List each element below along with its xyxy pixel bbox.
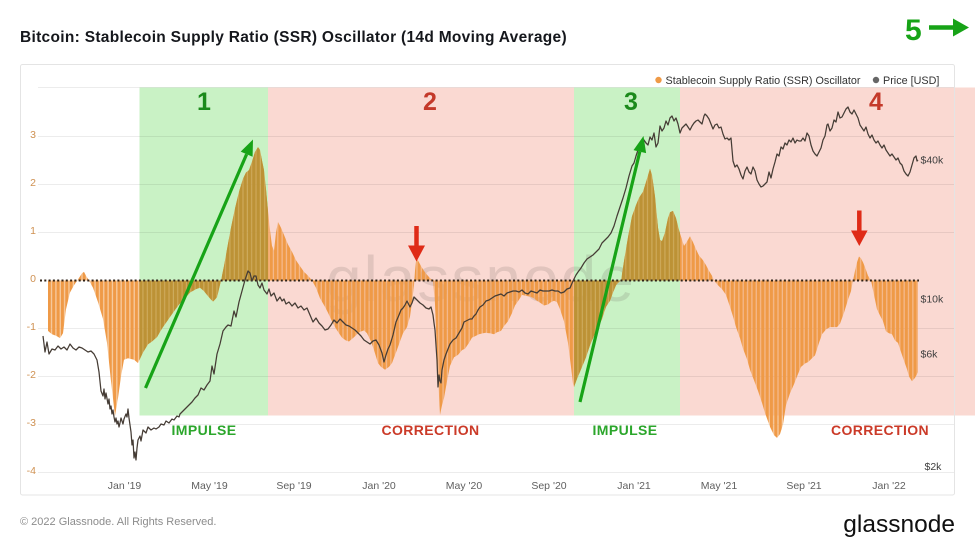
svg-text:Bitcoin: Stablecoin Supply Rat: Bitcoin: Stablecoin Supply Ratio (SSR) O…: [20, 29, 567, 46]
svg-text:1: 1: [197, 88, 211, 116]
svg-text:IMPULSE: IMPULSE: [171, 422, 236, 438]
svg-text:-3: -3: [27, 417, 36, 429]
svg-text:2: 2: [423, 88, 437, 116]
svg-text:glassnode: glassnode: [843, 511, 955, 538]
svg-text:Stablecoin Supply Ratio (SSR): Stablecoin Supply Ratio (SSR) Oscillator: [666, 75, 861, 87]
svg-text:CORRECTION: CORRECTION: [831, 422, 929, 438]
svg-text:Sep '19: Sep '19: [276, 480, 311, 492]
svg-text:-1: -1: [27, 321, 36, 333]
svg-text:IMPULSE: IMPULSE: [592, 422, 657, 438]
svg-text:Sep '21: Sep '21: [786, 480, 821, 492]
svg-text:-4: -4: [27, 465, 36, 477]
svg-text:May '20: May '20: [446, 480, 483, 492]
svg-text:Jan '20: Jan '20: [362, 480, 396, 492]
svg-text:$10k: $10k: [921, 294, 945, 306]
svg-text:May '19: May '19: [191, 480, 228, 492]
svg-text:$40k: $40k: [921, 155, 945, 167]
svg-text:-2: -2: [27, 369, 36, 381]
svg-text:5: 5: [905, 14, 922, 47]
svg-text:4: 4: [869, 88, 883, 116]
svg-text:0: 0: [30, 273, 36, 285]
svg-text:May '21: May '21: [701, 480, 738, 492]
svg-text:Jan '22: Jan '22: [872, 480, 906, 492]
svg-text:CORRECTION: CORRECTION: [381, 422, 479, 438]
svg-text:© 2022 Glassnode. All Rights R: © 2022 Glassnode. All Rights Reserved.: [20, 516, 216, 528]
svg-text:3: 3: [30, 129, 36, 141]
svg-text:3: 3: [624, 88, 638, 116]
svg-text:Jan '19: Jan '19: [108, 480, 142, 492]
svg-text:Jan '21: Jan '21: [617, 480, 651, 492]
svg-text:1: 1: [30, 225, 36, 237]
svg-text:2: 2: [30, 177, 36, 189]
svg-text:$6k: $6k: [921, 349, 939, 361]
svg-text:$2k: $2k: [925, 461, 943, 473]
svg-text:Sep '20: Sep '20: [531, 480, 566, 492]
svg-text:Price [USD]: Price [USD]: [883, 75, 939, 87]
